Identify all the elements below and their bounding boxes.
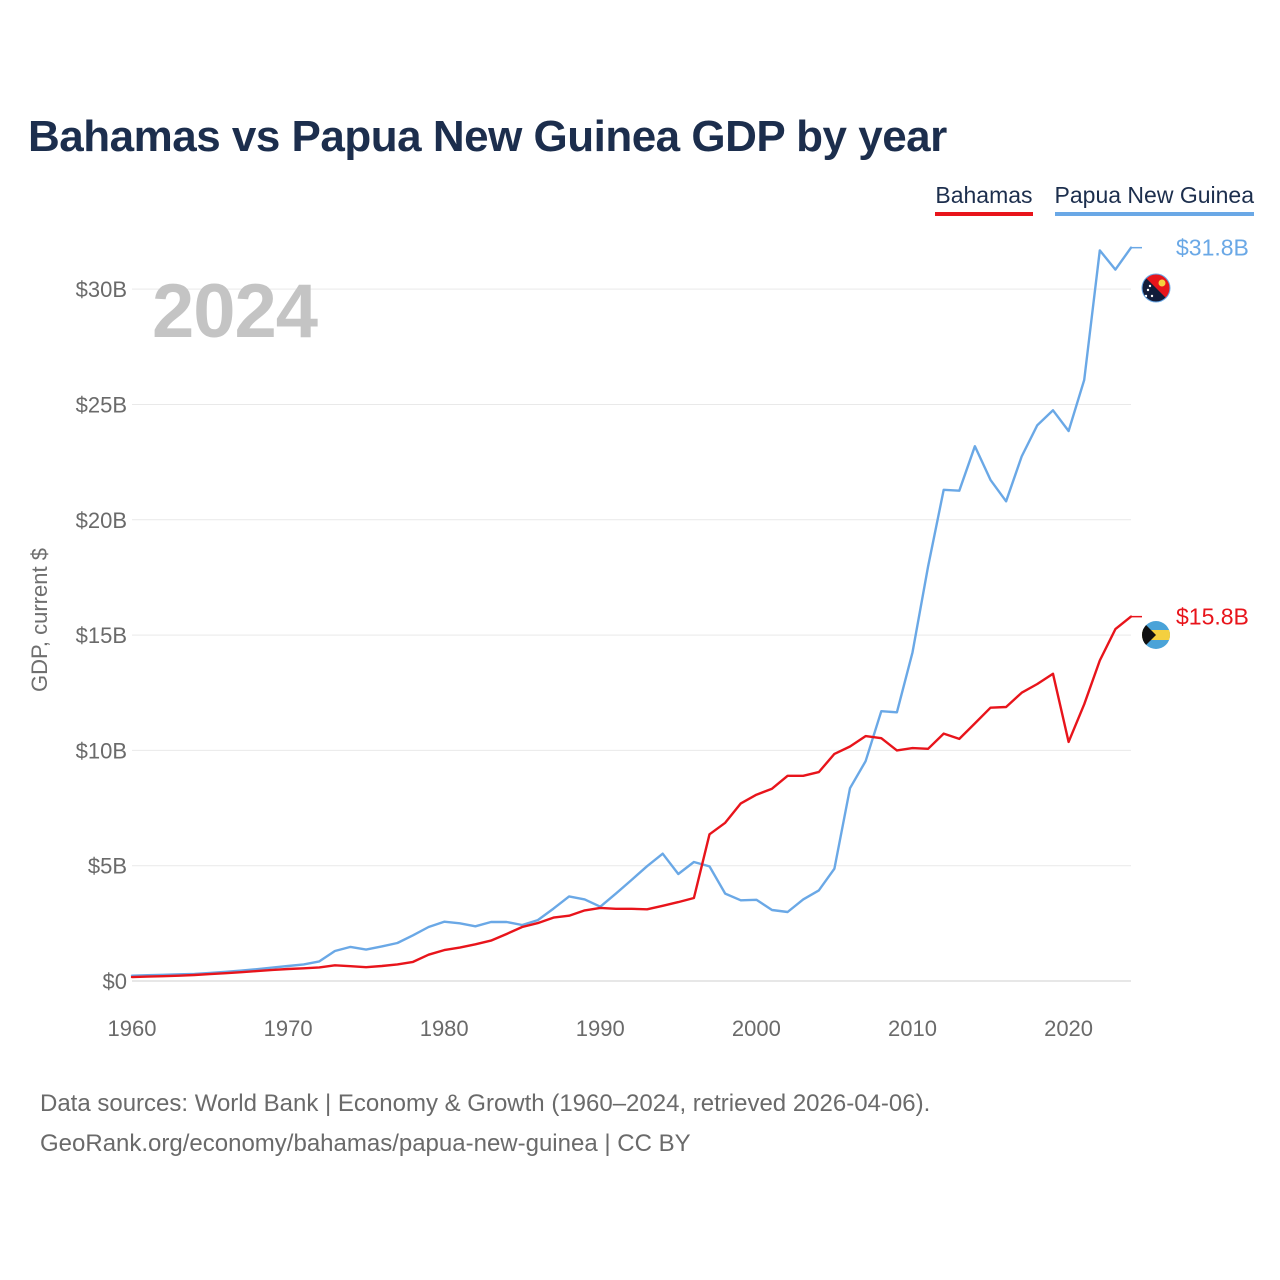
page-title: Bahamas vs Papua New Guinea GDP by year — [28, 112, 947, 161]
x-tick-label: 1980 — [420, 1016, 469, 1041]
grid-lines — [132, 288, 1131, 982]
end-label-papua-new-guinea: $31.8B — [1176, 235, 1249, 261]
y-tick-label: $15B — [76, 623, 127, 648]
x-tick-label: 2020 — [1044, 1016, 1093, 1041]
y-tick-label: $25B — [76, 392, 127, 417]
source-note: Data sources: World Bank | Economy & Gro… — [40, 1084, 930, 1164]
series-line-papua-new-guinea[interactable] — [130, 246, 1133, 977]
series-line-bahamas[interactable] — [130, 615, 1133, 979]
x-tick-label: 1970 — [264, 1016, 313, 1041]
papua-new-guinea-flag-icon — [1142, 274, 1170, 302]
series-lines — [130, 246, 1142, 979]
x-axis-ticks: 1960 1970 1980 1990 2000 2010 2020 — [108, 1016, 1094, 1041]
y-tick-label: $30B — [76, 277, 127, 302]
legend-item-papua-new-guinea[interactable]: Papua New Guinea — [1054, 182, 1254, 216]
legend: Bahamas Papua New Guinea — [935, 182, 1254, 216]
end-markers — [1141, 273, 1171, 649]
x-tick-label: 2010 — [888, 1016, 937, 1041]
y-tick-label: $5B — [88, 854, 127, 879]
end-labels: $15.8B $31.8B — [1176, 235, 1249, 630]
x-tick-label: 1960 — [108, 1016, 157, 1041]
source-line-1: Data sources: World Bank | Economy & Gro… — [40, 1090, 931, 1117]
y-tick-label: $0 — [103, 969, 127, 994]
y-axis-label: GDP, current $ — [27, 548, 52, 692]
y-tick-label: $10B — [76, 738, 127, 763]
bahamas-flag-icon — [1142, 621, 1170, 649]
source-line-2[interactable]: GeoRank.org/economy/bahamas/papua-new-gu… — [40, 1130, 691, 1157]
y-tick-label: $20B — [76, 508, 127, 533]
x-tick-label: 1990 — [576, 1016, 625, 1041]
papua-new-guinea-flag-ring — [1141, 273, 1171, 303]
end-label-bahamas: $15.8B — [1176, 604, 1249, 630]
y-axis-ticks: $0 $5B $10B $15B $20B $25B $30B — [76, 277, 127, 994]
year-watermark: 2024 — [152, 269, 318, 354]
legend-item-bahamas[interactable]: Bahamas — [935, 182, 1033, 216]
x-tick-label: 2000 — [732, 1016, 781, 1041]
